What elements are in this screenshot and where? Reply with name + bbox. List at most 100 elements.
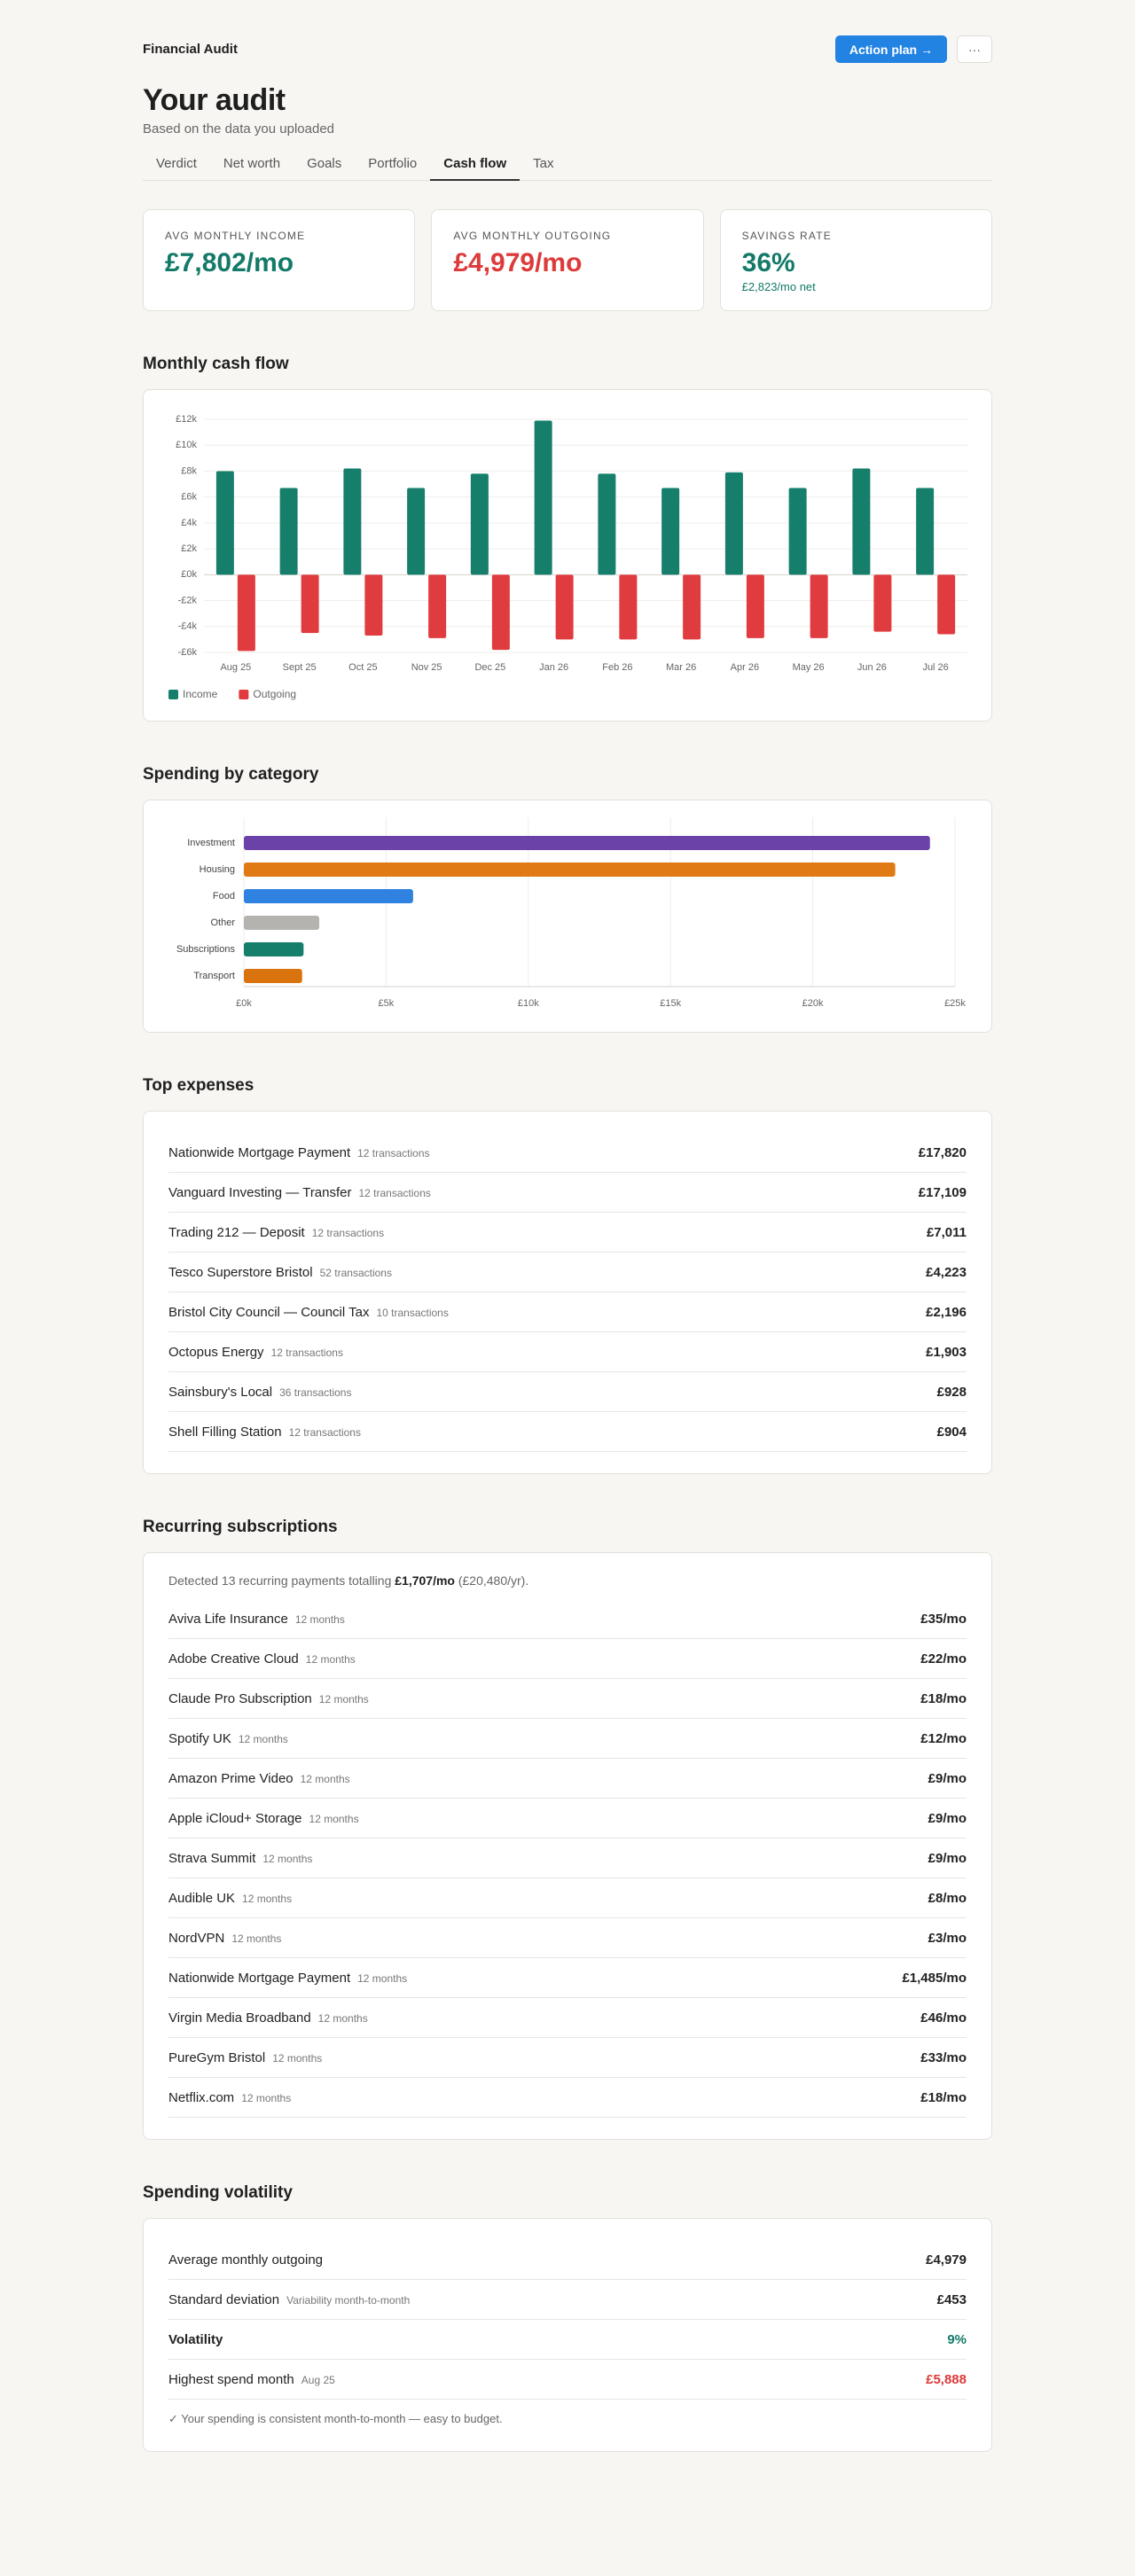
tab[interactable]: Verdict: [156, 156, 197, 171]
volatility-row: Highest spend month Aug 25 £5,888: [168, 2360, 967, 2400]
legend-label: Outgoing: [253, 688, 296, 700]
subscription-row: Virgin Media Broadband 12 months £46/mo: [168, 1998, 967, 2038]
row-left: Amazon Prime Video 12 months: [168, 1771, 350, 1786]
row-detail: 10 transactions: [376, 1306, 449, 1319]
section-heading: Monthly cash flow: [143, 355, 289, 373]
row-name: Octopus Energy: [168, 1344, 264, 1360]
kpi-card: SAVINGS RATE 36% £2,823/mo net: [719, 209, 992, 311]
kpi-card: AVG MONTHLY OUTGOING £4,979/mo: [431, 209, 704, 311]
row-name: Trading 212 — Deposit: [168, 1224, 305, 1240]
bar: [244, 916, 320, 930]
row-left: Aviva Life Insurance 12 months: [168, 1612, 345, 1627]
category-label: Transport: [193, 971, 235, 981]
top-bar: Financial Audit Action plan → ···: [143, 35, 992, 63]
subscription-row: Spotify UK 12 months £12/mo: [168, 1719, 967, 1759]
row-left: Trading 212 — Deposit 12 transactions: [168, 1225, 384, 1240]
kpi-value: 36%: [741, 248, 795, 277]
row-left: Nationwide Mortgage Payment 12 transactio…: [168, 1145, 430, 1160]
x-tick-label: £0k: [236, 998, 252, 1009]
row-value: £17,820: [918, 1144, 967, 1160]
subscription-row: Nationwide Mortgage Payment 12 months £1,4…: [168, 1958, 967, 1998]
row-detail: 12 months: [238, 1732, 288, 1745]
subscriptions-intro: Detected 13 recurring payments totalling…: [168, 1569, 967, 1592]
tab-bar: Verdict Net worth Goals Portfolio Cash flow T…: [143, 148, 992, 181]
row-value: £5,888: [926, 2371, 967, 2387]
expense-row: Octopus Energy 12 transactions £1,903: [168, 1332, 967, 1372]
row-value: £1,903: [926, 1344, 967, 1360]
x-tick-label: Sept 25: [283, 662, 317, 673]
x-tick-label: Mar 26: [666, 662, 696, 673]
category-label: Other: [210, 917, 235, 928]
row-name: Nationwide Mortgage Payment: [168, 1970, 351, 1986]
bar: [852, 468, 871, 575]
tab[interactable]: Cash flow: [430, 148, 521, 181]
tab[interactable]: Net worth: [223, 156, 281, 171]
volatility-row: Standard deviation Variability month-to-m…: [168, 2280, 967, 2320]
row-value: £928: [936, 1384, 967, 1400]
x-tick-label: Jul 26: [922, 662, 948, 673]
row-detail: 12 months: [294, 1612, 345, 1626]
row-name: Average monthly outgoing: [168, 2252, 324, 2268]
kpi-card: AVG MONTHLY INCOME £7,802/mo: [143, 209, 416, 311]
row-name: Strava Summit: [168, 1850, 256, 1866]
intro-yearly: (£20,480/yr).: [458, 1573, 529, 1588]
menu-button[interactable]: ···: [957, 35, 992, 63]
kpi-value: £4,979/mo: [453, 248, 583, 277]
bar: [244, 969, 302, 983]
bar: [937, 574, 956, 635]
tab[interactable]: Portfolio: [368, 156, 418, 171]
row-left: Claude Pro Subscription 12 months: [168, 1691, 369, 1706]
intro-total: £1,707/mo: [395, 1573, 455, 1588]
expense-row: Sainsbury's Local 36 transactions £928: [168, 1372, 967, 1412]
row-left: Apple iCloud+ Storage 12 months: [168, 1811, 359, 1826]
volatility-row: Average monthly outgoing £4,979: [168, 2240, 967, 2280]
y-tick-label: £12k: [176, 414, 197, 425]
bar: [279, 488, 298, 575]
intro-text: Detected 13 recurring payments totalling: [168, 1573, 392, 1588]
action-plan-button[interactable]: Action plan →: [834, 35, 947, 63]
bar: [873, 574, 892, 632]
category-label: Food: [213, 891, 235, 902]
row-detail: 12 months: [305, 1652, 356, 1666]
subscription-row: Apple iCloud+ Storage 12 months £9/mo: [168, 1799, 967, 1838]
bar: [683, 574, 701, 640]
y-tick-label: £10k: [176, 440, 197, 450]
volatility-note: ✓ Your spending is consistent month-to-m…: [168, 2412, 503, 2425]
row-value: £7,011: [926, 1224, 967, 1240]
row-detail: 12 months: [318, 1692, 369, 1706]
row-value: £17,109: [918, 1184, 967, 1200]
row-left: Netflix.com 12 months: [168, 2090, 291, 2105]
row-value: £18/mo: [920, 1690, 967, 1706]
expense-row: Nationwide Mortgage Payment 12 transactio…: [168, 1133, 967, 1173]
row-name: Nationwide Mortgage Payment: [168, 1144, 351, 1160]
expense-row: Tesco Superstore Bristol 52 transactions £…: [168, 1253, 967, 1292]
row-name: Shell Filling Station: [168, 1424, 282, 1440]
subscription-row: Netflix.com 12 months £18/mo: [168, 2078, 967, 2118]
bar: [301, 574, 319, 634]
kpi-note: £2,823/mo net: [741, 280, 816, 293]
y-tick-label: £2k: [181, 543, 197, 554]
y-tick-label: £6k: [181, 492, 197, 503]
row-name: Netflix.com: [168, 2089, 235, 2105]
row-left: Sainsbury's Local 36 transactions: [168, 1385, 351, 1400]
row-detail: 12 months: [357, 1971, 408, 1985]
section-heading: Spending volatility: [143, 2183, 293, 2202]
bar: [215, 471, 234, 575]
bar: [724, 472, 743, 575]
tab[interactable]: Tax: [533, 156, 554, 171]
row-name: Tesco Superstore Bristol: [168, 1264, 313, 1280]
row-detail: 12 months: [317, 2011, 368, 2025]
row-value: £12/mo: [920, 1730, 967, 1746]
subscription-row: NordVPN 12 months £3/mo: [168, 1918, 967, 1958]
row-name: PureGym Bristol: [168, 2049, 266, 2065]
row-left: Volatility: [168, 2332, 223, 2347]
row-name: Adobe Creative Cloud: [168, 1651, 299, 1667]
subscription-row: Amazon Prime Video 12 months £9/mo: [168, 1759, 967, 1799]
row-detail: 12 months: [272, 2051, 323, 2065]
tab[interactable]: Goals: [307, 156, 342, 171]
x-tick-label: May 26: [793, 662, 825, 673]
row-detail: 12 months: [242, 1892, 293, 1905]
row-left: PureGym Bristol 12 months: [168, 2050, 322, 2065]
x-tick-label: Apr 26: [731, 662, 759, 673]
cash-flow-chart: -£6k -£4k -£2k £0k £2k £4k £6k £8k £10k £12k Aug 2…: [168, 414, 967, 700]
